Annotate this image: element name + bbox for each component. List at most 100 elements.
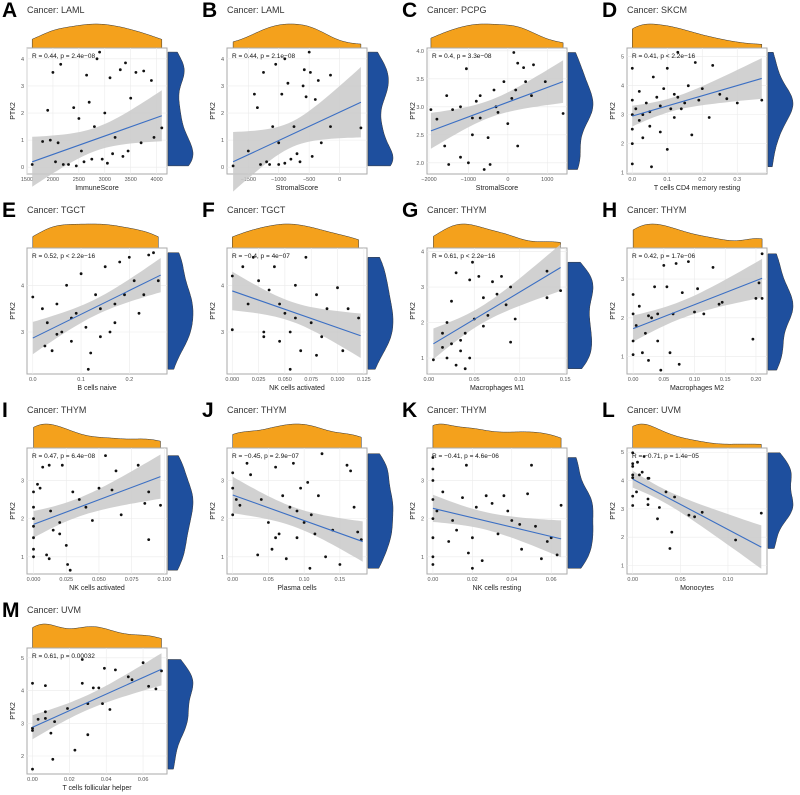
data-point xyxy=(103,265,107,269)
data-point xyxy=(672,92,676,96)
x-axis-label: B cells naive xyxy=(77,385,116,392)
data-point xyxy=(126,675,130,679)
panel-letter: F xyxy=(202,199,215,222)
y-tick-label: 3.0 xyxy=(416,105,424,111)
panel-title: Cancer: LAML xyxy=(227,5,285,15)
data-point xyxy=(500,275,503,278)
data-point xyxy=(245,461,249,465)
y-tick-label: 4 xyxy=(621,479,624,485)
y-tick-label: 3 xyxy=(21,330,24,336)
x-tick-label: 0 xyxy=(506,177,509,183)
data-point xyxy=(650,316,653,320)
panel-c: C Cancer: PCPG −2000 −1000 0 1000 2.0 2.5 3.0 3.5… xyxy=(402,0,594,192)
data-point xyxy=(656,517,659,521)
data-point xyxy=(313,98,317,101)
data-point xyxy=(474,99,478,103)
data-point xyxy=(38,486,42,490)
data-point xyxy=(496,532,500,536)
y-tick-label: 1 xyxy=(421,555,424,561)
x-tick-label: 0.050 xyxy=(92,577,106,583)
correlation-label: R = 0.52, p < 2.2e−16 xyxy=(32,253,95,260)
x-tick-label: 0.15 xyxy=(560,377,571,383)
data-point xyxy=(98,50,101,54)
data-point xyxy=(44,717,47,720)
data-point xyxy=(429,108,433,111)
y-tick-label: 2 xyxy=(621,142,624,148)
y-tick-label: 4 xyxy=(621,84,624,90)
data-point xyxy=(147,538,151,541)
data-point xyxy=(54,160,57,164)
x-tick-label: 0.00 xyxy=(423,377,434,383)
top-density xyxy=(32,623,162,649)
regression-line xyxy=(232,101,362,163)
data-point xyxy=(84,505,88,509)
y-axis-label: PTK2 xyxy=(210,502,217,520)
x-tick-label: 0.20 xyxy=(751,377,762,383)
data-point xyxy=(451,108,454,111)
data-point xyxy=(61,163,65,166)
correlation-label: R = −0.45, p = 2.9e−07 xyxy=(232,453,299,460)
x-tick-label: 3000 xyxy=(99,177,111,183)
data-point xyxy=(90,157,94,161)
x-tick-label: 0.125 xyxy=(357,377,371,383)
data-point xyxy=(118,260,122,264)
data-point xyxy=(720,300,724,304)
data-point xyxy=(299,349,303,353)
data-point xyxy=(445,94,449,97)
data-point xyxy=(482,324,485,328)
y-tick-label: 2 xyxy=(21,517,24,523)
data-point xyxy=(265,160,268,164)
data-point xyxy=(488,163,492,166)
data-point xyxy=(97,486,101,490)
data-point xyxy=(86,367,90,371)
data-point xyxy=(646,503,650,506)
data-point xyxy=(693,310,696,314)
data-point xyxy=(644,101,648,105)
data-point xyxy=(45,553,48,557)
data-point xyxy=(760,98,764,102)
top-density xyxy=(33,423,161,449)
right-density xyxy=(767,52,794,168)
data-point xyxy=(288,330,292,334)
data-point xyxy=(274,465,277,469)
y-tick-label: 1 xyxy=(421,356,424,362)
data-point xyxy=(516,144,520,148)
data-point xyxy=(641,136,645,140)
data-point xyxy=(631,353,635,356)
data-point xyxy=(238,503,242,507)
y-tick-label: 1 xyxy=(621,171,624,177)
data-point xyxy=(267,521,270,524)
data-point xyxy=(522,66,525,69)
data-point xyxy=(338,563,342,566)
data-point xyxy=(49,731,53,735)
data-point xyxy=(631,339,635,343)
data-point xyxy=(288,367,292,371)
data-point xyxy=(48,138,52,142)
panel-letter: A xyxy=(2,0,17,22)
data-point xyxy=(47,463,51,467)
data-point xyxy=(317,494,320,498)
data-point xyxy=(129,96,133,100)
data-point xyxy=(480,559,484,562)
top-density xyxy=(232,23,362,49)
data-point xyxy=(329,73,332,77)
data-point xyxy=(101,702,104,705)
y-tick-label: 1 xyxy=(221,138,224,144)
data-point xyxy=(341,349,345,353)
data-point xyxy=(141,661,145,665)
correlation-label: R = 0.61, p < 2.2e−16 xyxy=(432,253,495,260)
x-tick-label: 0.025 xyxy=(252,377,266,383)
data-point xyxy=(66,707,69,710)
x-tick-label: 0.10 xyxy=(689,377,700,383)
data-point xyxy=(113,136,117,139)
data-point xyxy=(55,332,59,336)
y-tick-label: 2 xyxy=(221,517,224,523)
data-point xyxy=(478,94,482,97)
y-tick-label: 1 xyxy=(621,564,624,570)
y-axis-label: PTK2 xyxy=(10,502,17,520)
data-point xyxy=(70,339,73,343)
data-point xyxy=(631,473,635,477)
data-point xyxy=(97,686,101,690)
x-tick-label: 0.100 xyxy=(331,377,345,383)
data-point xyxy=(545,269,549,273)
